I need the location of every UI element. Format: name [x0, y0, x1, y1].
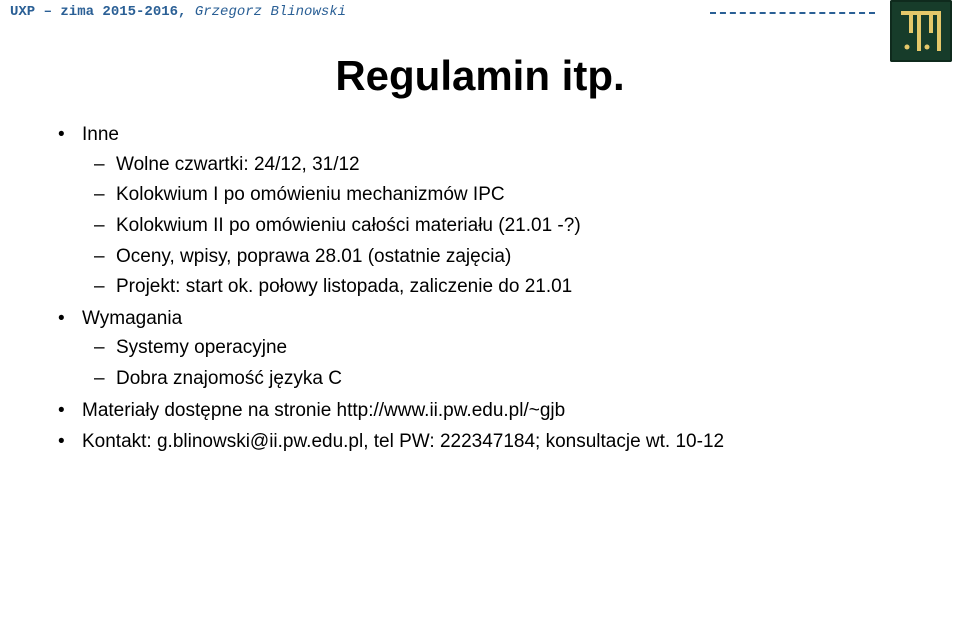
- section-inne: Inne Wolne czwartki: 24/12, 31/12 Kolokw…: [58, 122, 920, 300]
- list-item: Dobra znajomość języka C: [82, 366, 920, 392]
- author-name: Grzegorz Blinowski: [186, 4, 346, 20]
- list-item: Systemy operacyjne: [82, 335, 920, 361]
- slide-body: Inne Wolne czwartki: 24/12, 31/12 Kolokw…: [58, 122, 920, 461]
- contact-line: Kontakt: g.blinowski@ii.pw.edu.pl, tel P…: [58, 429, 920, 455]
- section-label: Inne: [82, 124, 119, 145]
- materials-line: Materiały dostępne na stronie http://www…: [58, 398, 920, 424]
- section-label: Wymagania: [82, 308, 182, 329]
- course-code: UXP – zima 2015-2016,: [10, 4, 186, 20]
- section-wymagania: Wymagania Systemy operacyjne Dobra znajo…: [58, 306, 920, 392]
- slide-title: Regulamin itp.: [0, 52, 960, 100]
- list-item: Kolokwium II po omówieniu całości materi…: [82, 213, 920, 239]
- slide-header: UXP – zima 2015-2016, Grzegorz Blinowski: [10, 4, 346, 20]
- list-item: Wolne czwartki: 24/12, 31/12: [82, 152, 920, 178]
- header-dashes: [710, 12, 875, 14]
- list-item: Kolokwium I po omówieniu mechanizmów IPC: [82, 182, 920, 208]
- list-item: Projekt: start ok. połowy listopada, zal…: [82, 274, 920, 300]
- list-item: Oceny, wpisy, poprawa 28.01 (ostatnie za…: [82, 244, 920, 270]
